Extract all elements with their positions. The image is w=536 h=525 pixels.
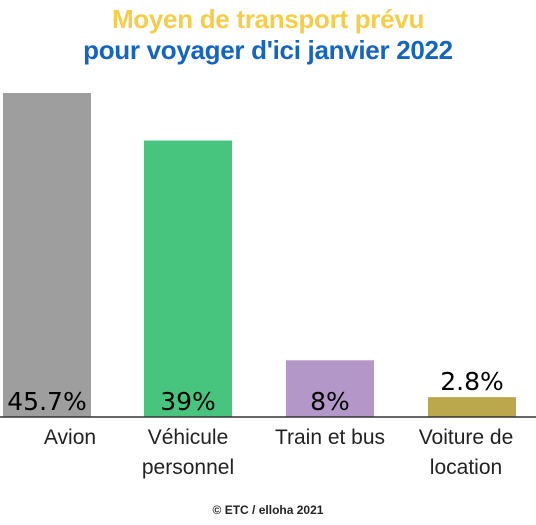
- value-label-1: 45.7%: [7, 387, 86, 416]
- bar-2: [144, 140, 232, 417]
- category-label-3-line-1: Train et bus: [274, 426, 386, 449]
- value-label-2: 39%: [160, 387, 216, 416]
- category-label-4: Voiture de location: [396, 423, 536, 483]
- value-label-4: 2.8%: [440, 367, 504, 396]
- category-label-3: Train et bus: [260, 423, 400, 453]
- chart-title-line1: Moyen de transport prévu: [111, 4, 425, 34]
- category-label-2-line-1: Véhicule: [147, 426, 229, 449]
- bar-3: [286, 360, 374, 417]
- chart-title-line2: pour voyager d'ici janvier 2022: [83, 35, 453, 65]
- category-label-4-line-2: location: [429, 456, 503, 479]
- category-label-2: Véhicule personnel: [118, 423, 258, 483]
- bar-1: [3, 93, 91, 417]
- bar-4: [428, 397, 516, 417]
- value-label-3: 8%: [310, 387, 350, 416]
- category-label-4-line-1: Voiture de: [418, 426, 514, 449]
- category-label-2-line-2: personnel: [141, 456, 235, 479]
- category-label-1-line-1: Avion: [43, 426, 97, 449]
- category-label-1: Avion: [0, 423, 140, 453]
- credit-text: © ETC / elloha 2021: [212, 503, 324, 517]
